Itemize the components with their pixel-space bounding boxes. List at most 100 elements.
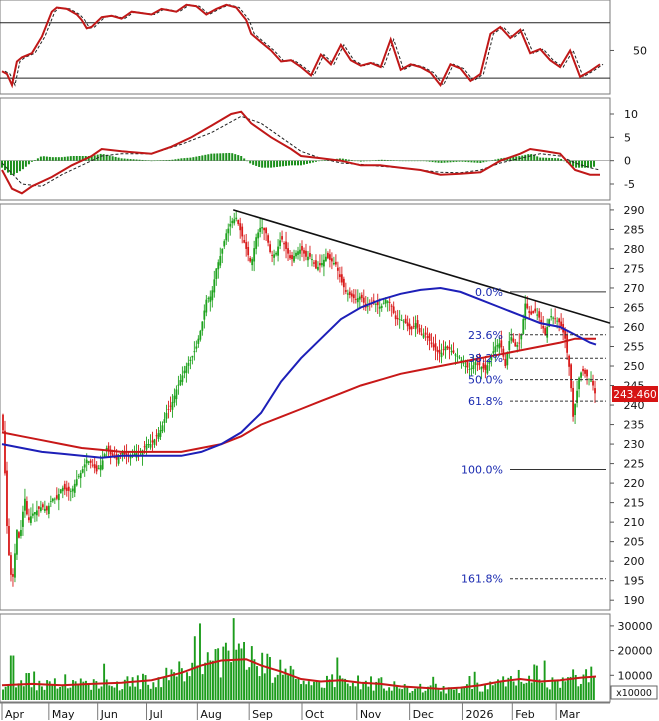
- candle-body: [546, 326, 549, 338]
- candle-body: [584, 369, 586, 374]
- volume-bar: [157, 677, 160, 700]
- macd-histogram-bar: [165, 160, 168, 161]
- macd-histogram-bar: [195, 156, 198, 161]
- candle-body: [269, 244, 272, 253]
- candle-body: [462, 362, 465, 364]
- macd-histogram-bar: [563, 160, 566, 162]
- macd-histogram-bar: [102, 154, 105, 161]
- x-tick-label: Mar: [559, 708, 580, 721]
- candle-body: [261, 227, 264, 229]
- candle-body: [47, 505, 50, 514]
- candle-body: [97, 468, 100, 470]
- volume-bar: [305, 684, 308, 700]
- volume-bar: [445, 693, 448, 700]
- last-price-badge: 243.460: [612, 386, 658, 402]
- candle-body: [418, 327, 421, 333]
- volume-bar: [263, 673, 266, 700]
- macd-histogram-bar: [314, 160, 317, 162]
- macd-histogram-bar: [434, 160, 437, 163]
- volume-bar: [333, 687, 336, 700]
- candle-body: [592, 380, 594, 386]
- candle-body: [440, 352, 443, 358]
- candle-body: [356, 298, 359, 303]
- volume-bar: [328, 679, 331, 700]
- volume-bar: [289, 665, 292, 700]
- macd-histogram-bar: [356, 160, 359, 162]
- volume-bar: [165, 667, 168, 700]
- volume-bar: [556, 680, 559, 700]
- macd-histogram-bar: [42, 156, 45, 161]
- volume-bar: [530, 682, 533, 700]
- volume-bar: [569, 676, 572, 700]
- price-tick-label: 260: [624, 321, 645, 334]
- macd-histogram-bar: [147, 160, 150, 161]
- candle-body: [219, 255, 222, 266]
- macd-histogram-bar: [350, 160, 353, 161]
- candle-body: [281, 236, 283, 240]
- volume-bar: [468, 676, 471, 700]
- candle-body: [73, 483, 76, 493]
- candle-body: [16, 529, 18, 555]
- macd-histogram-bar: [509, 157, 512, 161]
- macd-histogram-bar: [386, 160, 389, 161]
- volume-bar: [403, 684, 406, 700]
- macd-histogram-bar: [488, 160, 491, 162]
- macd-histogram-bar: [291, 160, 294, 166]
- macd-histogram-bar: [210, 153, 213, 161]
- candle-body: [169, 405, 172, 407]
- candle-body: [57, 494, 60, 501]
- macd-histogram-bar: [527, 154, 530, 161]
- volume-bar: [4, 686, 7, 700]
- candle-body: [99, 465, 102, 471]
- macd-histogram-bar: [57, 157, 60, 161]
- volume-bar: [338, 675, 341, 700]
- candle-body: [474, 362, 477, 366]
- candle-body: [83, 464, 86, 468]
- volume-bar: [243, 642, 245, 700]
- candle-body: [71, 488, 74, 492]
- macd-histogram-bar: [228, 152, 231, 161]
- candle-body: [329, 254, 331, 260]
- volume-bar: [116, 681, 119, 700]
- macd-histogram-bar: [542, 157, 545, 161]
- macd-histogram-bar: [524, 154, 527, 161]
- macd-histogram-bar: [407, 160, 410, 162]
- volume-bar: [224, 642, 227, 700]
- candle-body: [548, 319, 551, 327]
- macd-histogram-bar: [33, 160, 36, 161]
- volume-bar: [574, 674, 577, 700]
- volume-bar: [395, 686, 398, 700]
- volume-bar: [388, 687, 391, 700]
- macd-histogram-bar: [374, 160, 377, 161]
- macd-histogram-bar: [485, 160, 488, 162]
- candle-body: [410, 326, 413, 330]
- volume-bar: [471, 688, 474, 700]
- macd-histogram-bar: [21, 160, 24, 170]
- x-tick-label: Nov: [360, 708, 382, 721]
- volume-bar: [359, 689, 362, 700]
- macd-histogram-bar: [171, 159, 174, 161]
- candle-body: [406, 322, 409, 327]
- macd-histogram-bar: [431, 160, 434, 163]
- volume-bar: [307, 681, 310, 700]
- volume-bar: [577, 686, 580, 700]
- macd-histogram-bar: [99, 153, 102, 161]
- candle-body: [492, 351, 495, 354]
- volume-bar: [320, 687, 323, 700]
- volume-bar: [414, 688, 417, 700]
- macd-histogram-bar: [243, 158, 246, 161]
- candle-body: [518, 342, 521, 344]
- volume-bar: [85, 680, 87, 700]
- candle-body: [414, 323, 417, 330]
- volume-bar: [398, 688, 401, 700]
- macd-histogram-bar: [338, 158, 341, 161]
- volume-bar: [74, 681, 77, 700]
- price-tick-label: 250: [624, 360, 645, 373]
- macd-histogram-bar: [126, 158, 129, 161]
- volume-bar: [476, 682, 479, 700]
- volume-bar: [533, 664, 536, 700]
- candle-body: [297, 251, 299, 255]
- macd-histogram-bar: [108, 155, 111, 161]
- volume-bar: [300, 684, 302, 700]
- volume-bar: [266, 653, 269, 700]
